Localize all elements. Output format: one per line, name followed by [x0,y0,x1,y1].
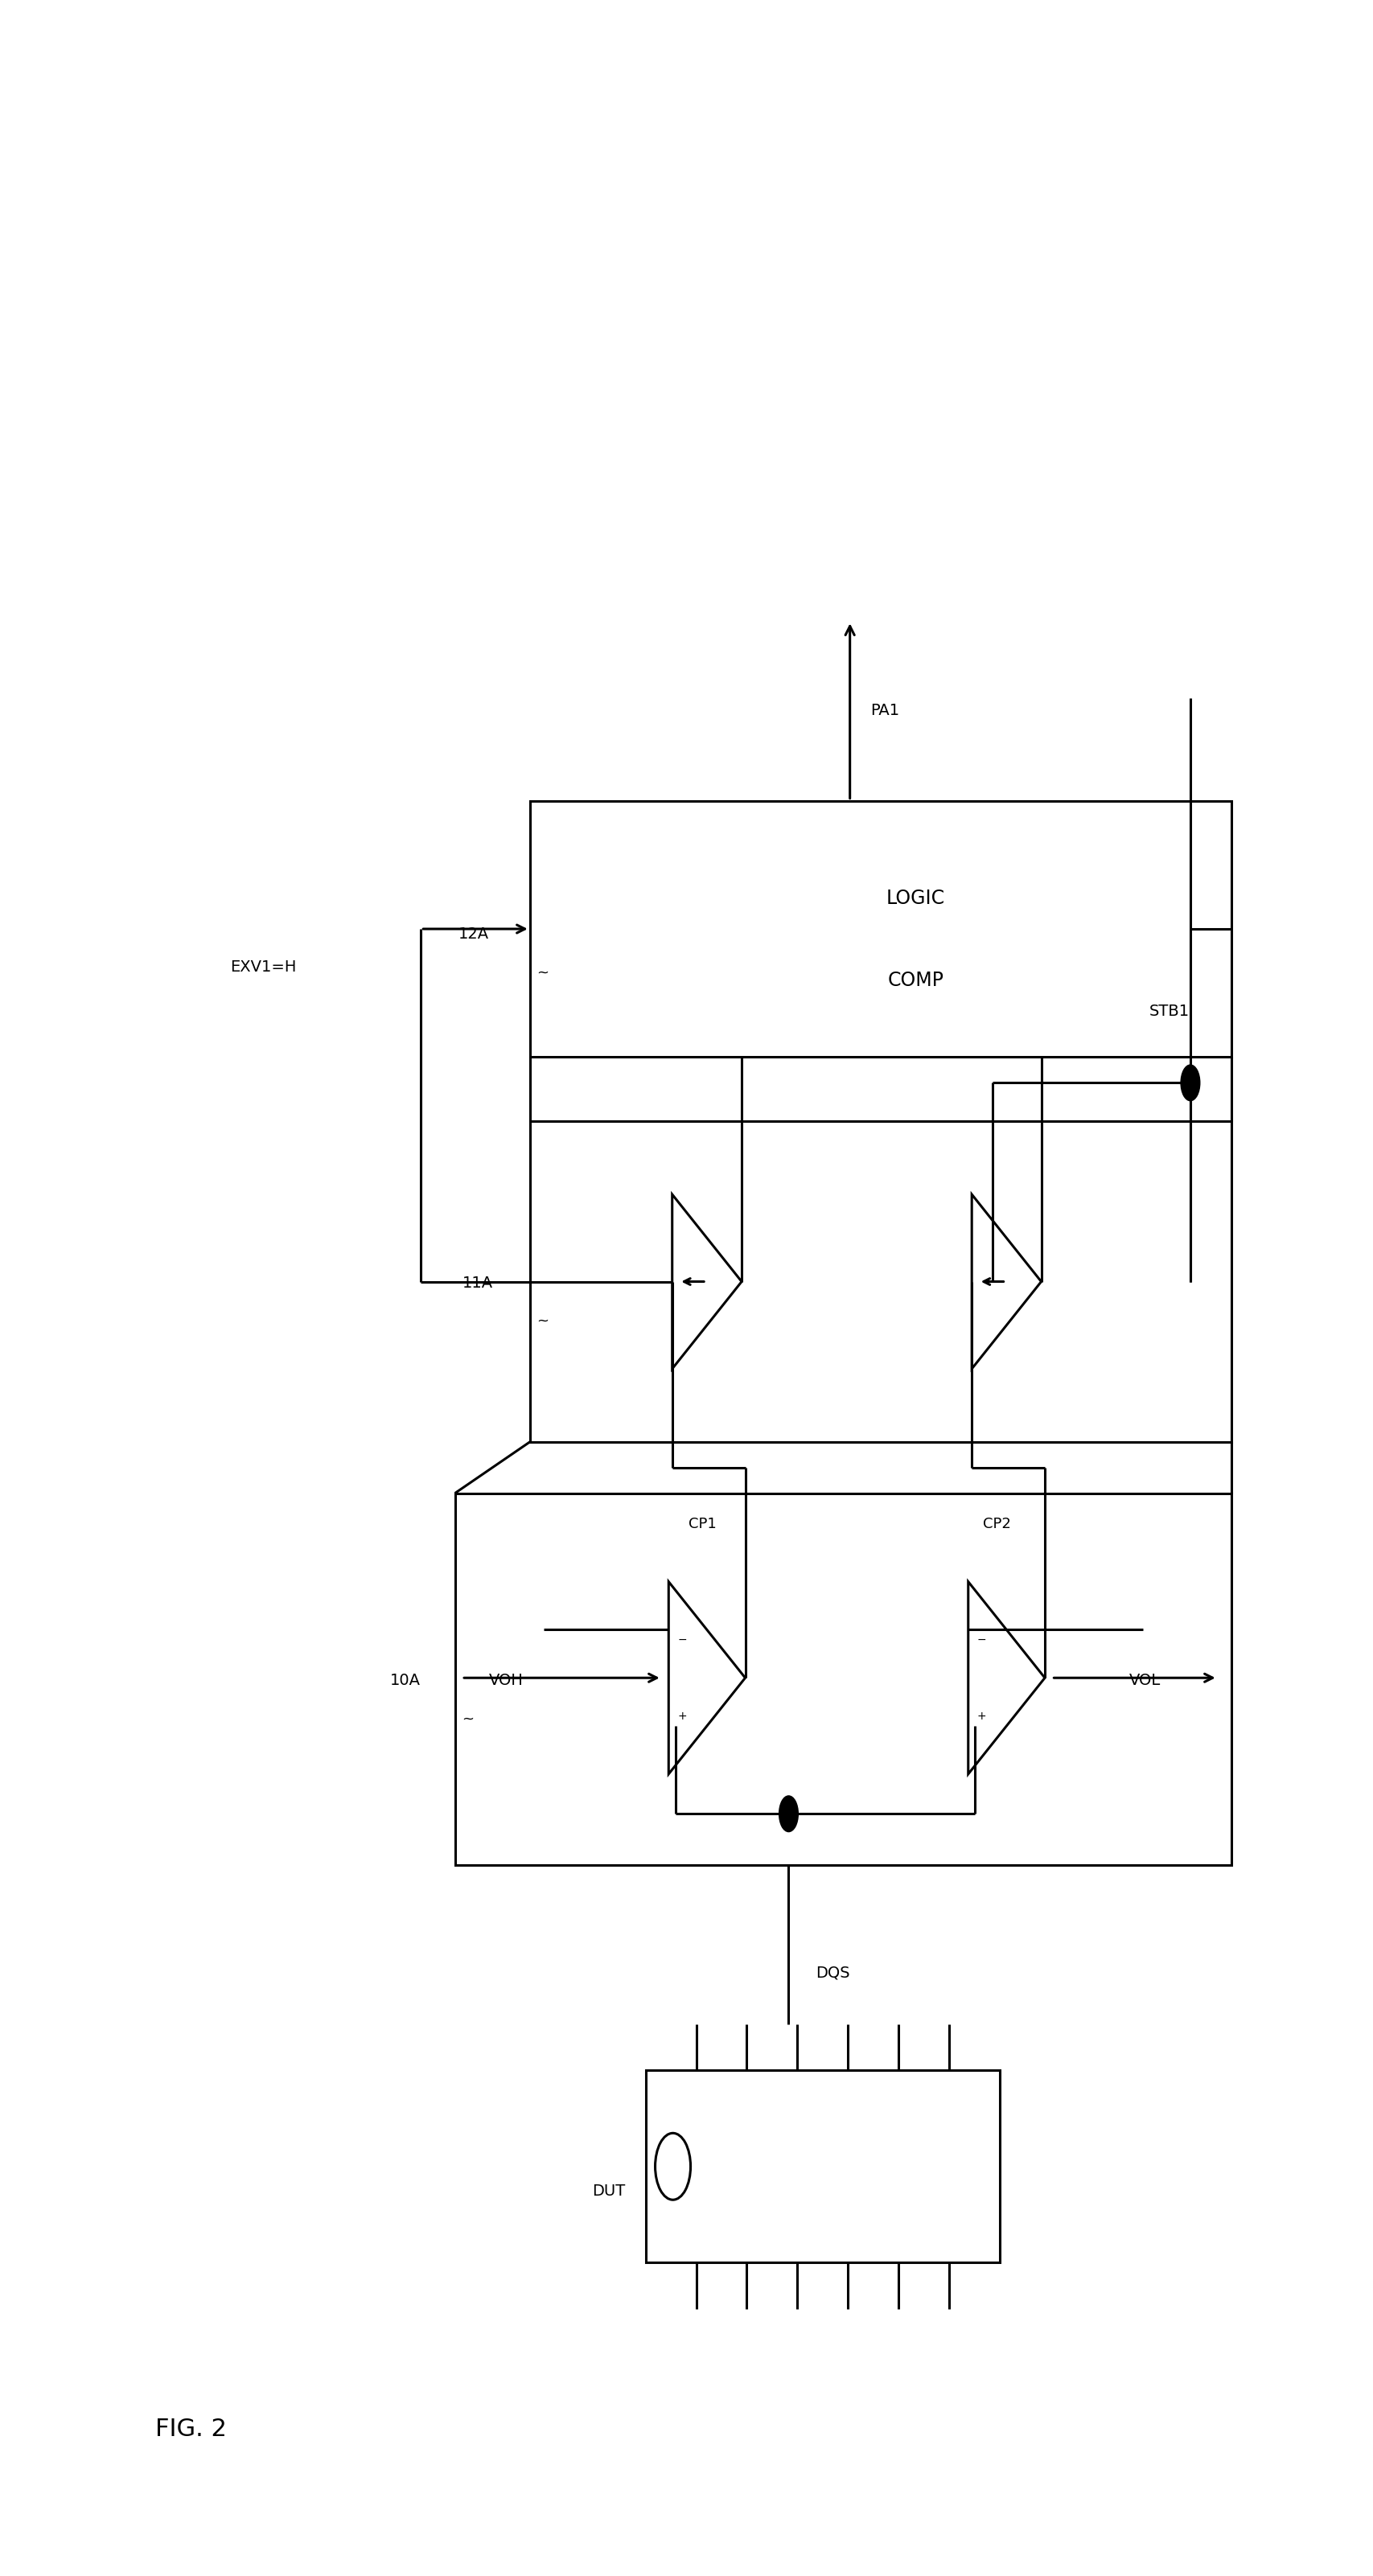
Text: 12A: 12A [459,927,489,943]
Text: −: − [677,1633,686,1646]
Text: FIG. 2: FIG. 2 [155,2419,227,2442]
Text: +: + [677,1710,686,1721]
Text: +: + [978,1710,987,1721]
Text: 11A: 11A [463,1275,493,1291]
Text: ~: ~ [461,1710,474,1726]
Text: ~: ~ [537,966,549,979]
Text: ~: ~ [537,1314,549,1329]
Text: VOL: VOL [1129,1672,1160,1687]
Bar [454,1494,1232,1865]
Text: COMP: COMP [887,971,943,989]
Bar [645,2071,1000,2262]
Text: 10A: 10A [390,1672,422,1687]
Bar [530,1121,1232,1443]
Text: DUT: DUT [592,2184,625,2197]
Text: CP1: CP1 [689,1517,717,1533]
Text: −: − [978,1633,987,1646]
Text: DQS: DQS [816,1965,850,1981]
Text: STB1: STB1 [1149,1005,1190,1018]
Bar [530,801,1232,1056]
Text: EXV1=H: EXV1=H [231,961,297,976]
Circle shape [778,1795,798,1832]
Text: LOGIC: LOGIC [886,889,945,907]
Text: PA1: PA1 [870,703,899,719]
Circle shape [1181,1064,1200,1100]
Text: CP2: CP2 [983,1517,1011,1533]
Text: VOH: VOH [489,1672,523,1687]
